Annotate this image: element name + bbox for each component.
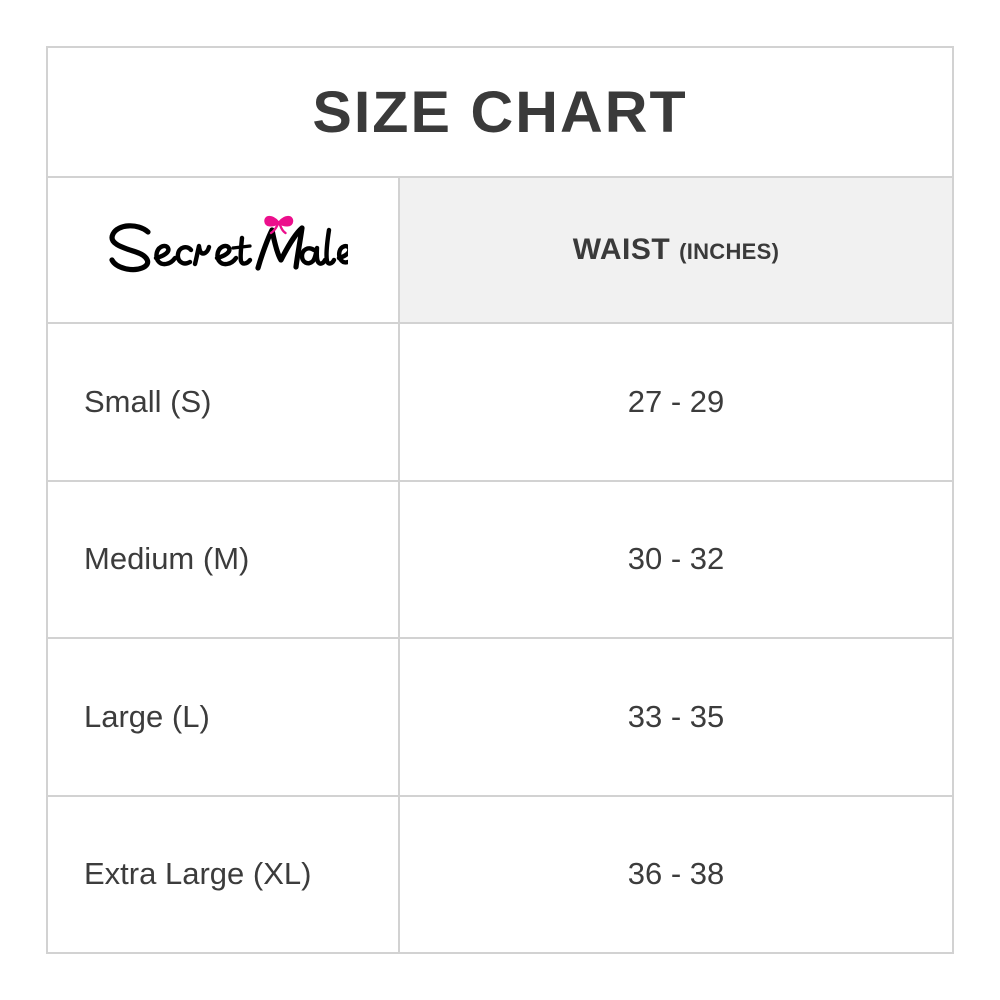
page-title: SIZE CHART — [312, 79, 688, 145]
size-name-label: Small (S) — [84, 383, 212, 419]
waist-value-label: 36 - 38 — [627, 856, 725, 892]
chart-title-row: SIZE CHART — [48, 48, 952, 178]
waist-header-cell: WAIST (INCHES) — [400, 178, 952, 322]
size-name-cell: Extra Large (XL) — [48, 796, 400, 952]
waist-value-cell: 33 - 35 — [400, 639, 952, 795]
size-name-cell: Large (L) — [48, 639, 400, 795]
brand-logo-cell — [48, 178, 400, 322]
size-name-label: Extra Large (XL) — [84, 856, 312, 892]
brand-logo — [98, 210, 348, 290]
size-name-cell: Small (S) — [48, 324, 400, 480]
waist-value-label: 33 - 35 — [627, 698, 725, 734]
bow-icon — [264, 215, 294, 235]
waist-header-unit: (INCHES) — [679, 239, 780, 264]
waist-value-cell: 36 - 38 — [400, 797, 952, 953]
secret-male-logo-icon — [109, 215, 348, 273]
table-row: Large (L) 33 - 35 — [48, 639, 952, 797]
size-name-label: Medium (M) — [84, 541, 250, 577]
table-header-row: WAIST (INCHES) — [48, 178, 952, 324]
waist-header-text: WAIST — [572, 233, 671, 266]
waist-value-label: 30 - 32 — [627, 541, 725, 577]
size-name-label: Large (L) — [84, 698, 210, 734]
size-chart-table: SIZE CHART — [46, 46, 954, 954]
waist-value-cell: 30 - 32 — [400, 482, 952, 638]
table-row: Extra Large (XL) 36 - 38 — [48, 796, 952, 953]
size-name-cell: Medium (M) — [48, 481, 400, 637]
waist-header-label: WAIST (INCHES) — [573, 233, 780, 267]
waist-value-cell: 27 - 29 — [400, 324, 952, 480]
waist-value-label: 27 - 29 — [627, 383, 725, 419]
table-row: Small (S) 27 - 29 — [48, 324, 952, 482]
table-row: Medium (M) 30 - 32 — [48, 481, 952, 639]
